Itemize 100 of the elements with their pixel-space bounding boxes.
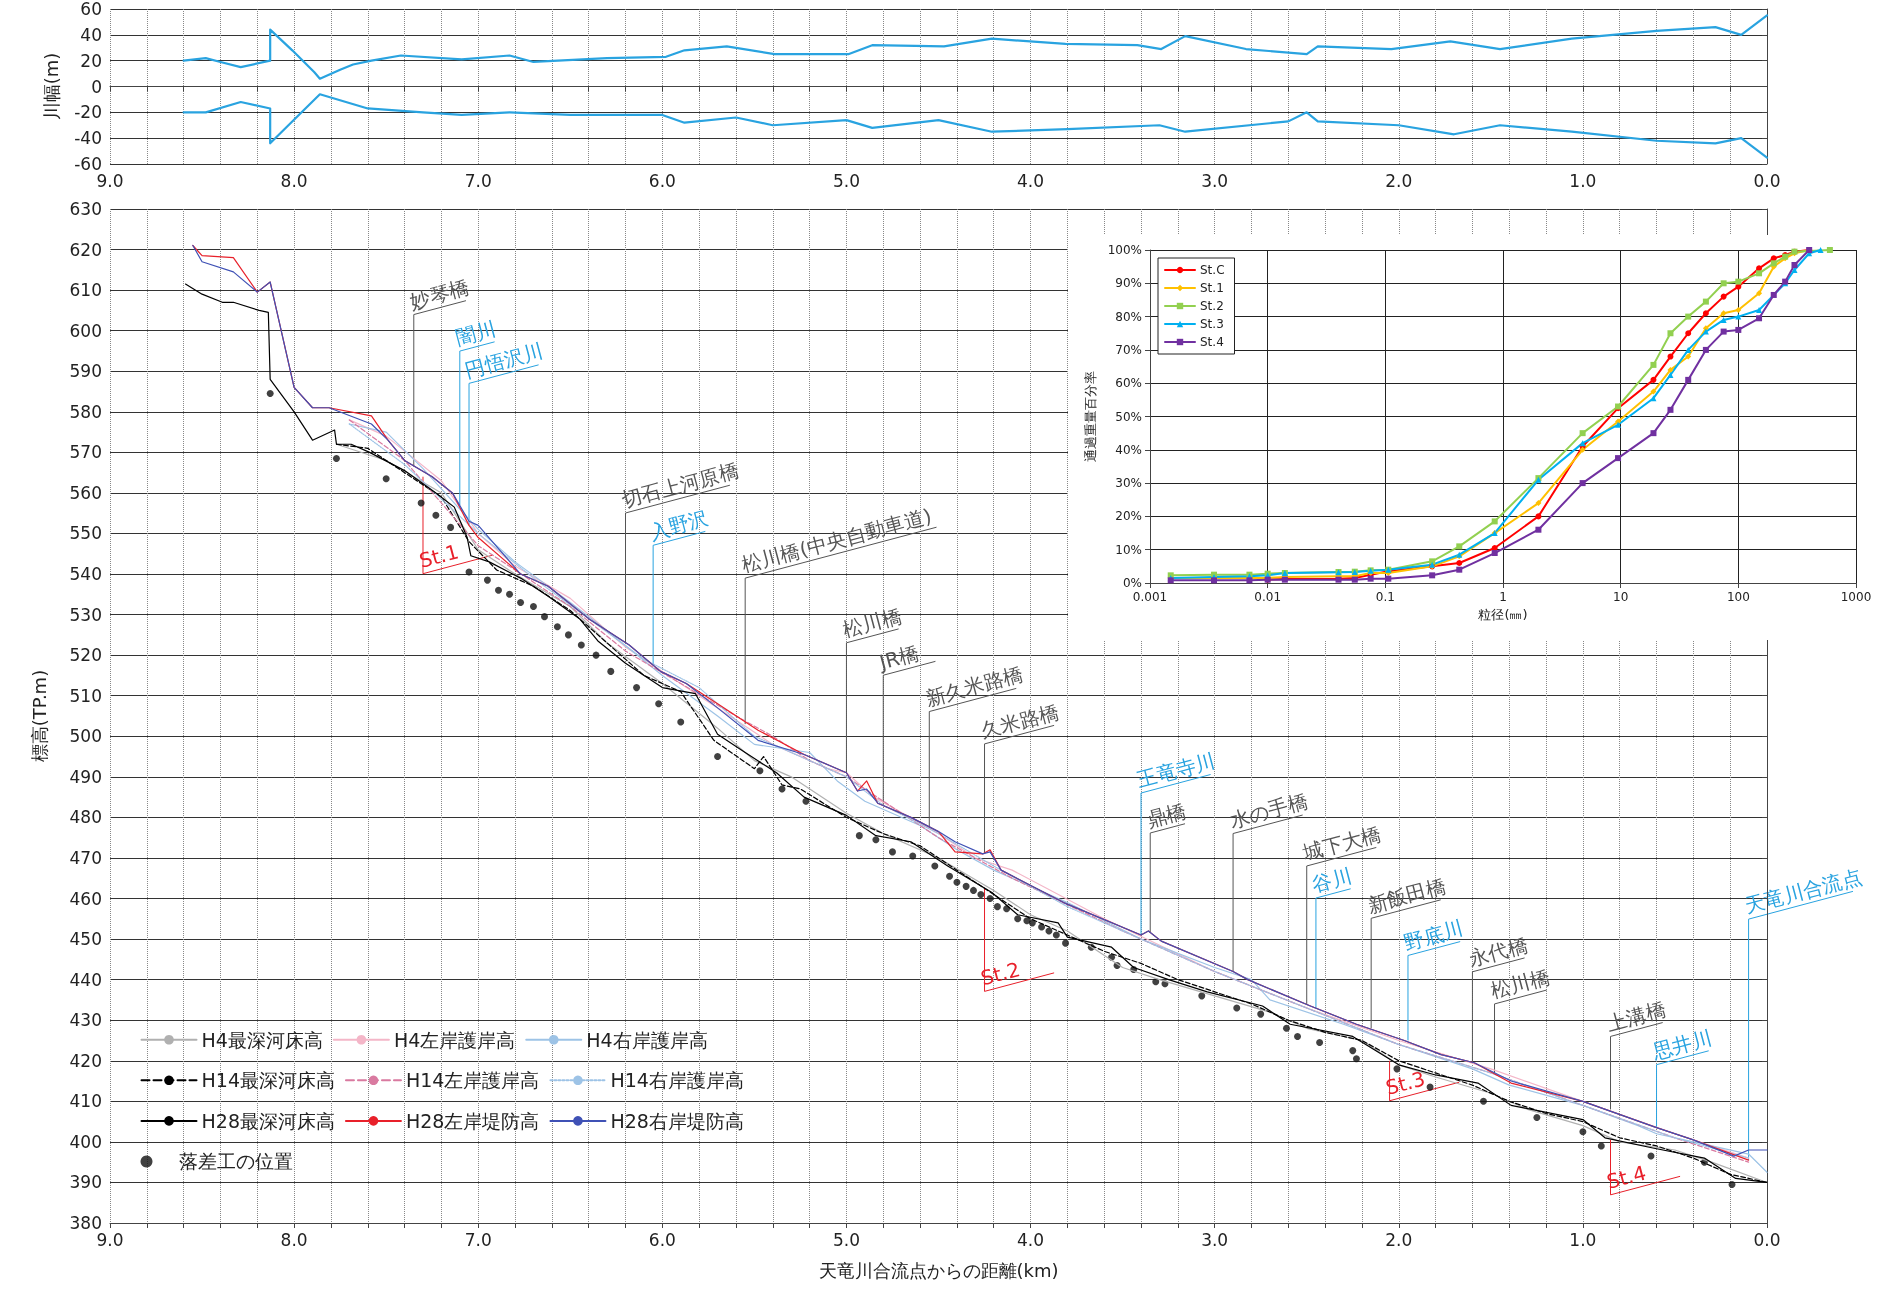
x-tick-label: 0.0: [1753, 1229, 1781, 1250]
legend-label: St.3: [1200, 317, 1224, 331]
y-tick-label: 460: [69, 888, 102, 909]
x-tick-label: 6.0: [648, 170, 676, 191]
x-tick-label: 4.0: [1017, 170, 1045, 191]
y-tick-label: 50%: [1115, 409, 1142, 424]
y-tick-label: 20%: [1115, 509, 1142, 524]
x-tick-label: 5.0: [832, 170, 860, 191]
y-axis-title: 通過重量百分率: [1082, 371, 1098, 462]
y-tick-label: 620: [69, 239, 102, 260]
x-tick-label: 0.01: [1254, 590, 1282, 604]
annotation: 松川橋: [840, 603, 905, 642]
x-tick-label: 8.0: [280, 1229, 308, 1250]
x-tick-label: 7.0: [464, 170, 492, 191]
y-tick-label: 100%: [1107, 243, 1142, 257]
annotation: 妙琴橋: [407, 274, 472, 314]
y-tick-label: 410: [69, 1091, 102, 1112]
y-tick-label: 630: [69, 199, 102, 219]
y-tick-label: 480: [69, 807, 102, 828]
annotation: 王竜寺川: [1134, 748, 1219, 793]
annotation: 松川橋(中央自動車道): [738, 503, 934, 578]
y-tick-label: -40: [74, 128, 102, 149]
x-tick-label: 10: [1613, 590, 1629, 604]
legend-label: H4左岸護岸高: [393, 1028, 516, 1051]
x-tick-label: 6.0: [648, 1229, 676, 1250]
annotation: 谷川: [1309, 863, 1355, 898]
y-tick-label: 600: [69, 320, 102, 341]
x-axis-title: 粒径(㎜): [1478, 606, 1528, 622]
y-tick-label: 440: [69, 969, 102, 990]
legend-label: H4最深河床高: [201, 1028, 323, 1051]
annotation: St.2: [978, 957, 1023, 991]
y-tick-label: -20: [74, 102, 102, 123]
legend-label: St.1: [1200, 281, 1224, 295]
y-tick-label: 520: [69, 645, 102, 666]
y-tick-label: 540: [69, 564, 102, 585]
x-tick-label: 1: [1499, 590, 1507, 604]
y-tick-label: 590: [69, 361, 102, 382]
x-tick-label: 4.0: [1017, 1229, 1045, 1250]
legend-label: H28右岸堤防高: [610, 1109, 744, 1132]
y-axis-title: 標高(TP.m): [28, 669, 50, 763]
y-tick-label: 450: [69, 929, 102, 950]
y-tick-label: 70%: [1115, 342, 1142, 357]
legend-label: H28最深河床高: [201, 1109, 335, 1132]
legend-label: H14左岸護岸高: [405, 1069, 540, 1092]
x-tick-label: 0.0: [1753, 170, 1781, 191]
y-tick-label: 30%: [1115, 476, 1142, 491]
y-tick-label: 20: [80, 50, 102, 71]
y-tick-label: 40: [80, 24, 102, 45]
x-tick-label: 8.0: [280, 170, 308, 191]
y-tick-label: 80%: [1115, 309, 1142, 324]
y-tick-label: 10%: [1115, 542, 1142, 557]
y-tick-label: 470: [69, 847, 102, 868]
legend-label: H14右岸護岸高: [610, 1069, 744, 1092]
x-tick-label: 0.1: [1375, 590, 1395, 604]
x-tick-label: 1000: [1840, 590, 1872, 604]
y-tick-label: 0: [91, 76, 102, 97]
y-tick-label: 560: [69, 482, 102, 503]
legend-label: 落差工の位置: [179, 1150, 293, 1173]
annotation: 新飯田橋: [1364, 873, 1449, 918]
y-tick-label: 420: [69, 1050, 102, 1071]
x-axis-title: 天竜川合流点からの距離(km): [818, 1259, 1059, 1281]
y-tick-label: 400: [69, 1131, 102, 1152]
x-tick-label: 7.0: [464, 1229, 492, 1250]
y-tick-label: 570: [69, 442, 102, 463]
x-tick-label: 3.0: [1201, 170, 1229, 191]
y-tick-label: 40%: [1115, 442, 1142, 457]
y-tick-label: 60: [80, 0, 102, 19]
x-tick-label: 1.0: [1569, 1229, 1597, 1250]
annotation: St.4: [1604, 1160, 1649, 1194]
y-tick-label: 90%: [1115, 276, 1142, 291]
annotation: 野底川: [1401, 915, 1466, 955]
annotation: 闇川: [453, 316, 499, 351]
x-tick-label: 3.0: [1201, 1229, 1229, 1250]
legend-label: H4右岸護岸高: [586, 1028, 708, 1051]
y-tick-label: 550: [69, 523, 102, 544]
y-tick-label: 580: [69, 401, 102, 422]
x-tick-label: 2.0: [1385, 170, 1413, 191]
x-tick-label: 1.0: [1569, 170, 1597, 191]
legend-label: H14最深河床高: [201, 1069, 335, 1092]
annotation: St.3: [1383, 1066, 1428, 1100]
x-tick-label: 100: [1726, 590, 1750, 604]
y-axis-title: 川幅(m): [40, 52, 62, 121]
y-tick-label: 0%: [1122, 576, 1142, 590]
legend-label: H28左岸堤防高: [405, 1109, 540, 1132]
legend-label: St.2: [1200, 299, 1224, 313]
y-tick-label: 490: [69, 766, 102, 787]
y-tick-label: 500: [69, 726, 102, 747]
annotation: St.1: [416, 539, 461, 573]
y-tick-label: 60%: [1115, 376, 1142, 391]
legend-label: St.4: [1200, 335, 1224, 349]
y-tick-label: 530: [69, 604, 102, 625]
y-tick-label: 610: [69, 280, 102, 301]
y-tick-label: 390: [69, 1172, 102, 1193]
x-tick-label: 0.001: [1132, 590, 1168, 604]
annotation: 入野沢: [646, 505, 711, 545]
y-tick-label: 430: [69, 1010, 102, 1031]
annotation: JR橋: [874, 640, 922, 675]
annotation: 鼎橋: [1143, 798, 1189, 833]
y-tick-label: 510: [69, 685, 102, 706]
legend-label: St.C: [1200, 263, 1225, 277]
